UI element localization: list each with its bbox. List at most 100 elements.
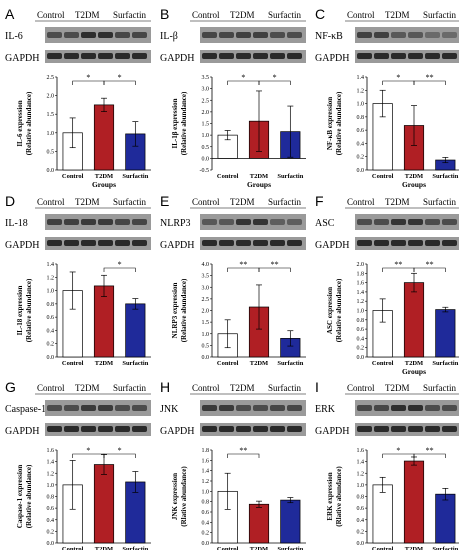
blot-protein-band	[132, 219, 147, 225]
blot-gapdh-band	[64, 240, 79, 246]
x-tick-label: T2DM	[250, 546, 268, 550]
blot-gapdh-band	[47, 426, 62, 432]
blot-protein-band	[442, 32, 457, 38]
significance-marker: *	[241, 73, 245, 82]
blot-gapdh-label: GAPDH	[5, 240, 39, 251]
blot-gapdh	[200, 237, 306, 250]
blot-protein	[200, 400, 306, 416]
significance-marker: **	[271, 260, 279, 269]
bar-surfactin	[280, 499, 301, 544]
blot-protein-label: Caspase-1	[5, 404, 46, 415]
y-tick-label: 0.8	[47, 302, 55, 308]
y-tick-label: 0.8	[357, 318, 365, 324]
x-tick-label: Surfactin	[277, 360, 303, 367]
blot-gapdh-band	[64, 426, 79, 432]
y-axis-label: (Rlative abundance)	[180, 466, 188, 527]
x-tick-label: Surfactin	[432, 360, 458, 367]
significance-marker: *	[118, 446, 122, 455]
blot-gapdh	[200, 50, 306, 63]
x-tick-label: Control	[372, 173, 394, 180]
blot-gapdh-label: GAPDH	[160, 240, 194, 251]
y-tick-label: 0.6	[357, 506, 365, 512]
lane-header-surfactin: Surfactin	[423, 197, 456, 207]
significance-marker: **	[394, 260, 402, 269]
blot-protein-label: ERK	[315, 404, 336, 415]
y-tick-label: 0.5	[202, 343, 210, 349]
significance-bracket	[413, 267, 446, 272]
lane-header-t2dm: T2DM	[75, 383, 100, 393]
y-tick-label: 0.0	[202, 156, 210, 162]
lane-header-surfactin: Surfactin	[113, 383, 146, 393]
blot-gapdh-band	[202, 53, 217, 59]
panel-a: A Control T2DM Surfactin IL-6 GAPDH 0.0 0.5 1.0 1…	[5, 6, 151, 189]
y-tick-label: 1.0	[47, 483, 55, 489]
blot-protein-band	[219, 405, 234, 411]
blot-protein-band	[374, 32, 389, 38]
blot-protein-band	[236, 219, 251, 225]
y-tick-label: 1.0	[47, 131, 55, 137]
y-tick-label: 1.4	[357, 75, 365, 81]
blot-gapdh-band	[47, 53, 62, 59]
y-tick-label: 2.5	[202, 98, 210, 104]
x-tick-label: Surfactin	[122, 546, 148, 550]
blot-protein-band	[115, 405, 130, 411]
blot-gapdh-band	[253, 240, 268, 246]
x-tick-label: Surfactin	[432, 546, 458, 550]
blot-gapdh-band	[236, 53, 251, 59]
y-axis-label: (Rlative abundance)	[335, 466, 343, 527]
bar-t2dm	[93, 104, 115, 171]
bar-control	[372, 484, 393, 544]
blot-protein-band	[236, 405, 251, 411]
x-tick-label: Surfactin	[277, 546, 303, 550]
blot-protein	[355, 400, 459, 416]
y-tick-label: 1.6	[357, 281, 365, 287]
lane-header-control: Control	[347, 10, 375, 20]
x-tick-label: Surfactin	[122, 360, 148, 367]
x-tick-label: T2DM	[95, 546, 113, 550]
y-axis-label: ERK expression	[326, 472, 334, 520]
x-tick-label: T2DM	[250, 360, 268, 367]
blot-protein-band	[115, 219, 130, 225]
blot-protein-label: IL-β	[160, 31, 178, 42]
y-tick-label: 0.6	[47, 315, 55, 321]
blot-protein-band	[202, 32, 217, 38]
y-axis-label: (Relative abundance)	[25, 278, 33, 342]
blot-gapdh-band	[98, 240, 113, 246]
blot-gapdh-band	[115, 53, 130, 59]
y-tick-label: 1.0	[357, 309, 365, 315]
y-tick-label: 0.0	[357, 541, 365, 547]
y-tick-label: 1.6	[357, 448, 365, 454]
blot-gapdh-band	[236, 426, 251, 432]
significance-marker: *	[86, 446, 90, 455]
panel-g: G Control T2DM SurfactinCaspase-1GAPDH0.00.…	[5, 379, 151, 555]
blot-gapdh-band	[81, 426, 96, 432]
blot-protein-band	[219, 219, 234, 225]
y-tick-label: 1.5	[202, 320, 210, 326]
significance-marker: *	[396, 73, 400, 82]
blot-protein-band	[253, 219, 268, 225]
panel-letter: H	[160, 379, 170, 395]
blot-gapdh-band	[132, 53, 147, 59]
x-tick-label: Control	[372, 546, 394, 550]
blot-protein-band	[64, 32, 79, 38]
blot-gapdh-band	[425, 240, 440, 246]
blot-gapdh-band	[425, 426, 440, 432]
y-tick-label: 0.4	[357, 141, 365, 147]
panel-b: B Control T2DM Surfactin IL-β GAPDH -0.5 0.0 0.5…	[160, 6, 306, 189]
bar-chart: 0.0 0.2 0.4 0.6 0.8 1.0 1.2 1.4 NF-κB expression…	[326, 73, 459, 189]
blot-protein	[45, 400, 151, 416]
blot-gapdh	[355, 50, 459, 63]
blot-gapdh-band	[442, 53, 457, 59]
y-tick-label: 2.0	[202, 309, 210, 315]
y-tick-label: 0.8	[202, 500, 210, 506]
lane-header-t2dm: T2DM	[385, 197, 410, 207]
panel-letter: F	[315, 193, 324, 209]
blot-gapdh	[45, 423, 151, 436]
panel-c: C Control T2DM Surfactin NF-κB GAPDH 0.0 0.2 0.4…	[315, 6, 459, 189]
blot-gapdh-band	[357, 240, 372, 246]
panel-letter: A	[5, 6, 15, 22]
y-tick-label: 1.4	[357, 460, 365, 466]
lane-header-control: Control	[192, 197, 220, 207]
y-axis-label: NF-κB expression	[326, 97, 334, 150]
panel-i: I Control T2DM SurfactinERKGAPDH0.00.20.40.…	[315, 379, 459, 555]
